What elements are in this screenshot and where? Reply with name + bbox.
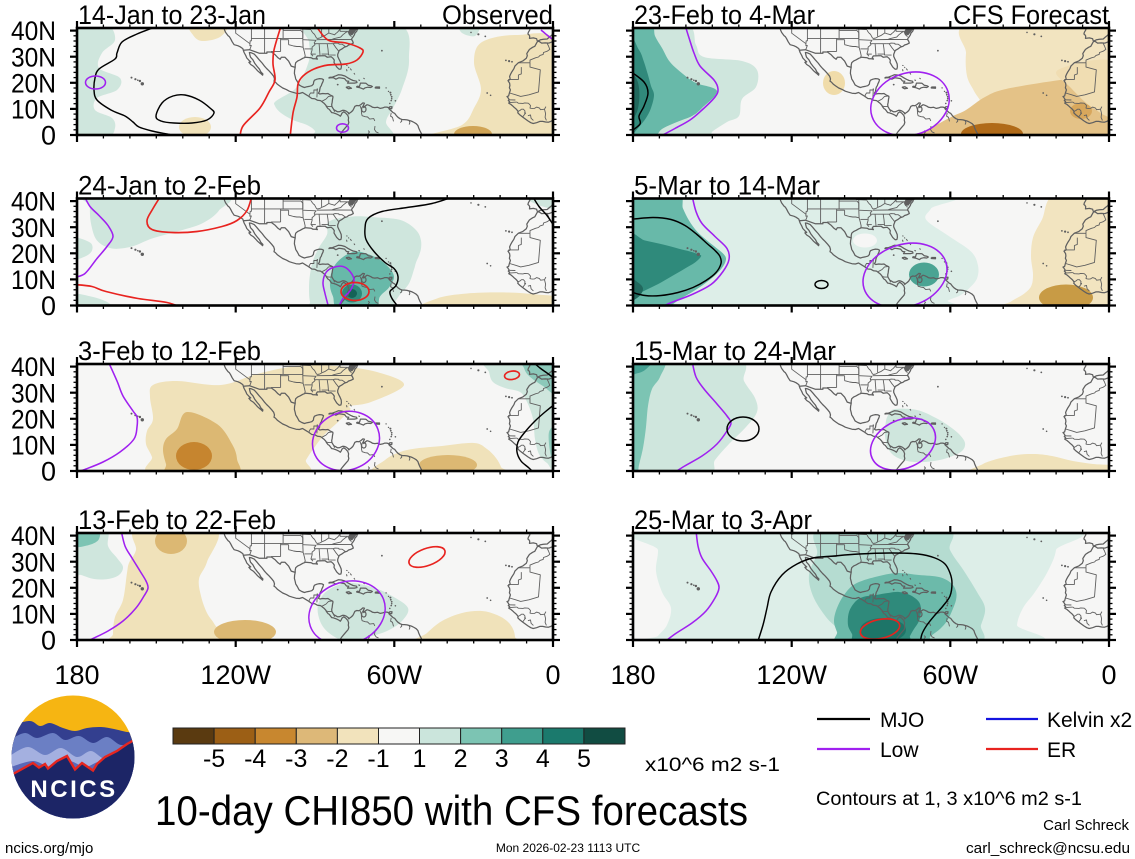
svg-text:10N: 10N	[11, 600, 56, 630]
svg-text:NCICS: NCICS	[30, 776, 117, 803]
svg-text:0: 0	[545, 660, 560, 690]
svg-text:20N: 20N	[11, 239, 56, 269]
svg-text:Kelvin x2: Kelvin x2	[1047, 709, 1132, 732]
svg-text:4: 4	[536, 745, 550, 773]
svg-text:10N: 10N	[11, 265, 56, 295]
svg-text:24-Jan to 2-Feb: 24-Jan to 2-Feb	[78, 171, 261, 201]
svg-text:CFS Forecast: CFS Forecast	[953, 0, 1109, 30]
svg-text:Observed: Observed	[442, 0, 553, 30]
svg-text:60W: 60W	[367, 660, 423, 690]
svg-text:40N: 40N	[11, 352, 56, 382]
svg-text:30N: 30N	[11, 42, 56, 72]
svg-text:x10^6 m2 s-1: x10^6 m2 s-1	[645, 755, 780, 776]
svg-text:-2: -2	[326, 745, 348, 773]
svg-text:0: 0	[41, 291, 56, 321]
svg-text:10N: 10N	[11, 431, 56, 461]
svg-text:40N: 40N	[11, 187, 56, 217]
svg-text:20N: 20N	[11, 68, 56, 98]
svg-text:0: 0	[41, 121, 56, 151]
svg-text:120W: 120W	[200, 660, 271, 690]
svg-text:30N: 30N	[11, 213, 56, 243]
svg-text:-5: -5	[203, 745, 225, 773]
svg-text:120W: 120W	[756, 660, 827, 690]
svg-text:Carl Schreck: Carl Schreck	[1043, 817, 1129, 834]
svg-text:5: 5	[577, 745, 591, 773]
svg-text:20N: 20N	[11, 573, 56, 603]
svg-text:14-Jan to 23-Jan: 14-Jan to 23-Jan	[78, 0, 266, 30]
svg-text:30N: 30N	[11, 378, 56, 408]
svg-text:MJO: MJO	[880, 709, 924, 732]
svg-text:15-Mar to 24-Mar: 15-Mar to 24-Mar	[634, 336, 836, 366]
svg-text:180: 180	[610, 660, 655, 690]
svg-text:3: 3	[495, 745, 509, 773]
svg-text:10N: 10N	[11, 95, 56, 125]
svg-text:20N: 20N	[11, 404, 56, 434]
svg-text:3-Feb to 12-Feb: 3-Feb to 12-Feb	[78, 336, 261, 366]
svg-text:0: 0	[41, 626, 56, 656]
svg-text:30N: 30N	[11, 547, 56, 577]
svg-text:ER: ER	[1047, 739, 1076, 762]
svg-text:2: 2	[454, 745, 468, 773]
svg-text:Contours at 1, 3 x10^6 m2 s-1: Contours at 1, 3 x10^6 m2 s-1	[816, 789, 1082, 810]
svg-text:Mon 2026-02-23 1113 UTC: Mon 2026-02-23 1113 UTC	[496, 841, 641, 855]
svg-text:-4: -4	[244, 745, 266, 773]
svg-text:ncics.org/mjo: ncics.org/mjo	[5, 840, 93, 857]
svg-text:10-day CHI850 with CFS forecas: 10-day CHI850 with CFS forecasts	[155, 787, 748, 834]
svg-text:-3: -3	[285, 745, 307, 773]
svg-text:13-Feb to 22-Feb: 13-Feb to 22-Feb	[78, 505, 276, 535]
svg-text:40N: 40N	[11, 521, 56, 551]
svg-text:40N: 40N	[11, 16, 56, 46]
svg-text:23-Feb to 4-Mar: 23-Feb to 4-Mar	[634, 0, 815, 30]
svg-text:1: 1	[413, 745, 427, 773]
svg-text:60W: 60W	[923, 660, 979, 690]
svg-text:0: 0	[1101, 660, 1116, 690]
svg-text:carl_schreck@ncsu.edu: carl_schreck@ncsu.edu	[966, 840, 1130, 857]
svg-text:25-Mar to 3-Apr: 25-Mar to 3-Apr	[634, 505, 812, 535]
svg-text:-1: -1	[367, 745, 389, 773]
svg-text:180: 180	[54, 660, 99, 690]
svg-text:Low: Low	[880, 739, 919, 762]
svg-text:0: 0	[41, 457, 56, 487]
svg-text:5-Mar to 14-Mar: 5-Mar to 14-Mar	[634, 171, 820, 201]
